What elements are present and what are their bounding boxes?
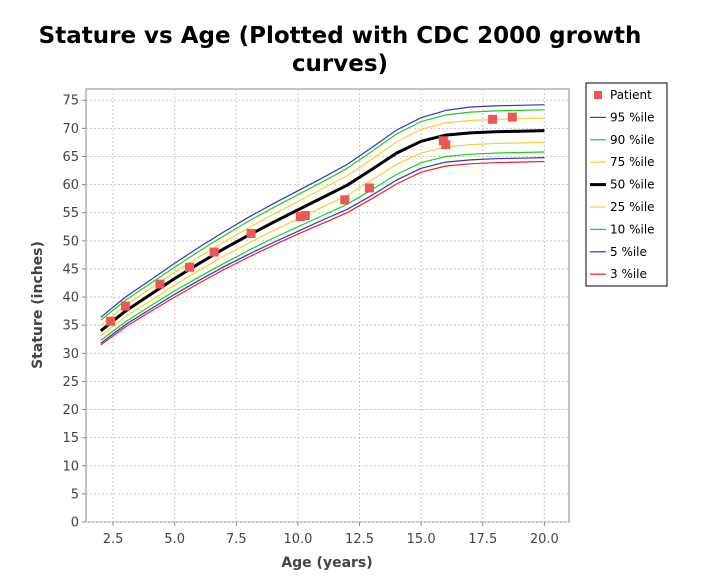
patient-point bbox=[340, 195, 350, 205]
chart-title: Stature vs Age (Plotted with CDC 2000 gr… bbox=[20, 22, 660, 78]
y-tick-label: 50 bbox=[62, 234, 79, 249]
percentile-curve bbox=[99, 129, 545, 332]
patient-point bbox=[106, 316, 116, 326]
axis-ticks: 2.5 5.0 7.5 10.0 12.5 15.0 17.5 20.0 0 5 10 15 20 25 3… bbox=[62, 94, 558, 547]
percentile-curve bbox=[100, 117, 545, 326]
percentile-curves bbox=[99, 104, 545, 346]
y-tick-label: 20 bbox=[62, 403, 79, 418]
percentile-curve bbox=[100, 104, 545, 318]
percentile-curve bbox=[100, 157, 545, 344]
patient-point bbox=[185, 262, 194, 272]
y-tick-label: 65 bbox=[62, 150, 79, 165]
legend-swatch-patient bbox=[594, 91, 602, 99]
x-tick-label: 17.5 bbox=[468, 532, 497, 547]
percentile-curve bbox=[100, 141, 545, 337]
patient-point bbox=[507, 112, 517, 122]
patient-points bbox=[106, 112, 517, 326]
patient-point bbox=[441, 140, 451, 150]
legend-label: 90 %ile bbox=[610, 133, 655, 147]
x-tick-label: 5.0 bbox=[164, 532, 185, 547]
x-tick-label: 20.0 bbox=[530, 532, 559, 547]
legend-label: 25 %ile bbox=[610, 200, 655, 214]
x-tick-label: 7.5 bbox=[226, 532, 247, 547]
y-tick-label: 75 bbox=[62, 94, 79, 109]
y-tick-label: 25 bbox=[62, 375, 79, 390]
y-tick-label: 70 bbox=[62, 122, 79, 137]
legend-label: 10 %ile bbox=[610, 222, 655, 236]
legend-label: 95 %ile bbox=[610, 110, 655, 124]
chart-title-line-2: curves) bbox=[291, 51, 389, 77]
patient-point bbox=[209, 247, 219, 257]
percentile-curve bbox=[100, 109, 545, 321]
x-tick-label: 10.0 bbox=[283, 532, 312, 547]
y-tick-label: 60 bbox=[62, 178, 79, 193]
y-tick-label: 5 bbox=[71, 487, 79, 502]
patient-point bbox=[155, 279, 165, 289]
percentile-curve bbox=[100, 160, 545, 346]
legend-label: 3 %ile bbox=[610, 267, 647, 281]
y-axis-title: Stature (inches) bbox=[30, 241, 46, 369]
percentile-curve bbox=[100, 151, 545, 341]
patient-point bbox=[300, 211, 310, 221]
patient-point bbox=[120, 301, 130, 311]
legend-label: 5 %ile bbox=[610, 245, 647, 259]
x-axis-title: Age (years) bbox=[281, 555, 372, 571]
y-tick-label: 0 bbox=[71, 516, 79, 531]
legend-label: Patient bbox=[610, 88, 652, 102]
legend: Patient 95 %ile 90 %ile 75 %ile 50 %ile 25 %i… bbox=[585, 82, 668, 287]
y-tick-label: 55 bbox=[62, 206, 79, 221]
x-tick-label: 2.5 bbox=[103, 532, 124, 547]
patient-point bbox=[364, 183, 374, 193]
patient-point bbox=[488, 114, 498, 124]
legend-label: 50 %ile bbox=[610, 178, 655, 192]
y-tick-label: 35 bbox=[62, 319, 79, 334]
legend-label: 75 %ile bbox=[610, 155, 655, 169]
chart-title-line-1: Stature vs Age (Plotted with CDC 2000 gr… bbox=[38, 23, 642, 49]
plot-area bbox=[85, 88, 570, 523]
x-tick-label: 12.5 bbox=[345, 532, 374, 547]
y-tick-label: 45 bbox=[62, 262, 79, 277]
y-tick-label: 10 bbox=[62, 459, 79, 474]
y-tick-label: 40 bbox=[62, 291, 79, 306]
y-tick-label: 30 bbox=[62, 347, 79, 362]
y-tick-label: 15 bbox=[62, 431, 79, 446]
patient-point bbox=[295, 212, 305, 222]
x-tick-label: 15.0 bbox=[407, 532, 436, 547]
patient-point bbox=[246, 229, 256, 239]
